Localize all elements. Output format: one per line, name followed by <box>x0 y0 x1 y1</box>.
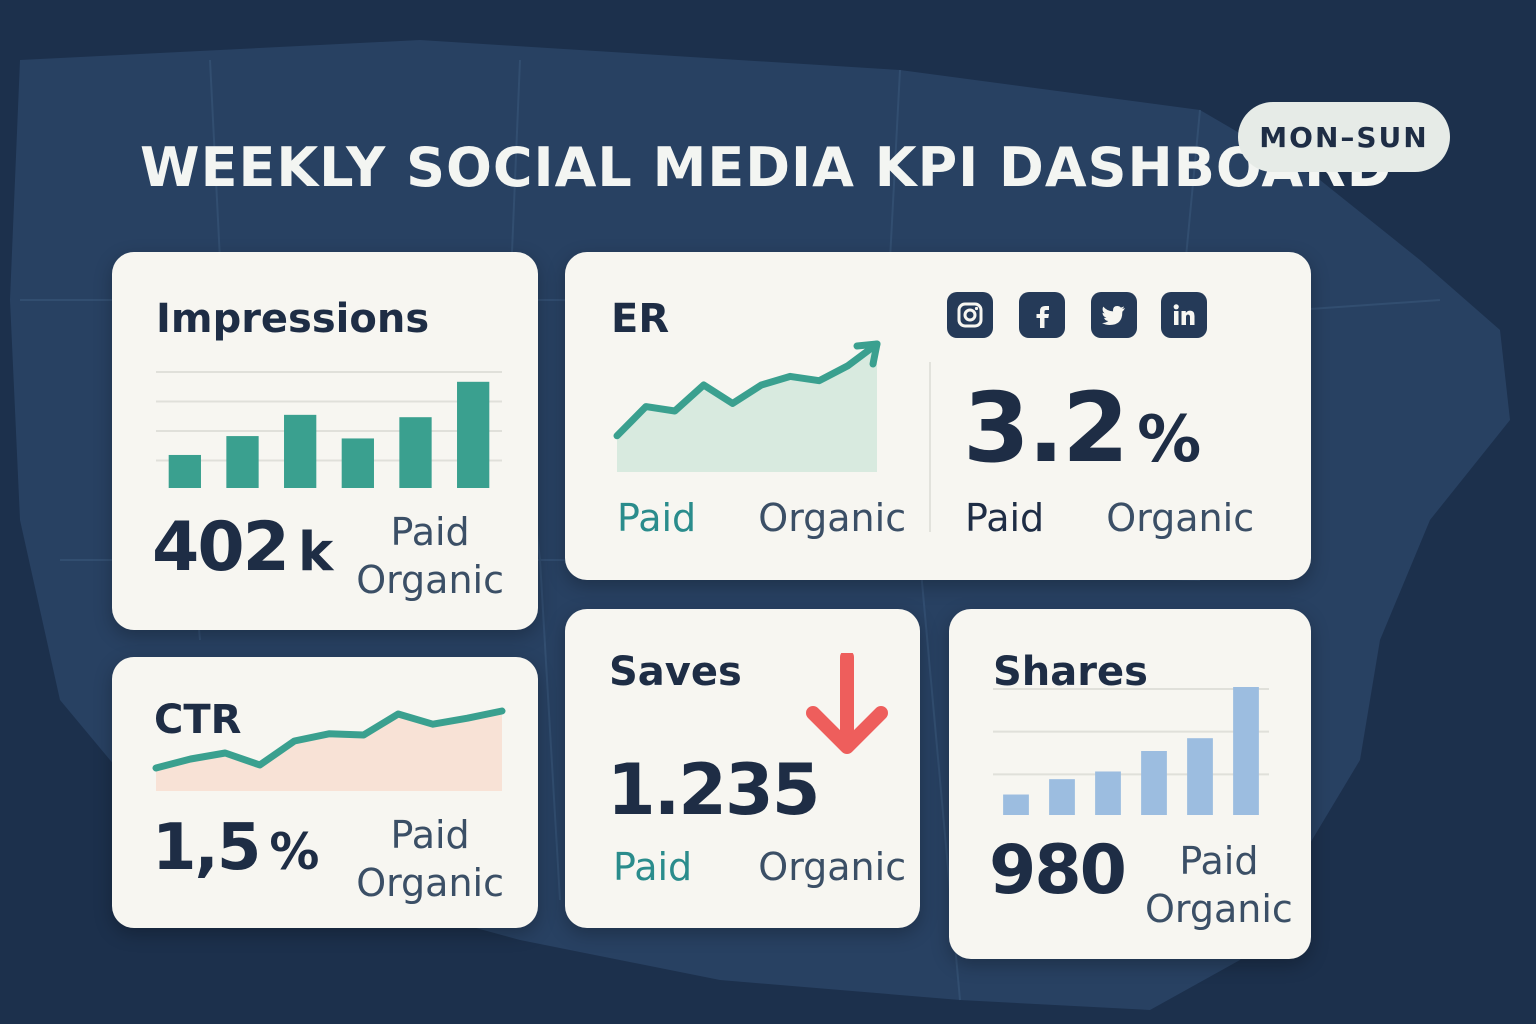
er-arrow-head <box>853 340 881 368</box>
ctr-area <box>156 711 502 791</box>
engagement-rate-card[interactable]: ER Paid Organic 3.2% Paid Organic <box>565 252 1311 580</box>
er-legend-right: Paid Organic <box>965 494 1254 542</box>
impressions-card[interactable]: Impressions 402 k Paid Organic <box>112 252 538 630</box>
shares-bar <box>1049 779 1075 815</box>
saves-value: 1.235 <box>607 749 820 831</box>
er-legend-paid-right: Paid <box>965 496 1045 540</box>
shares-bar <box>1003 794 1029 815</box>
shares-bar-chart <box>993 687 1269 815</box>
ctr-legend-organic: Organic <box>356 861 504 905</box>
ctr-title: CTR <box>154 697 242 743</box>
er-line <box>613 340 881 440</box>
instagram-icon[interactable] <box>947 292 993 338</box>
impressions-bar <box>399 417 432 488</box>
impressions-bar <box>168 454 201 488</box>
impressions-legend-paid: Paid <box>390 510 470 554</box>
impressions-legend-organic: Organic <box>356 558 504 602</box>
saves-card[interactable]: Saves 1.235 Paid Organic <box>565 609 920 928</box>
impressions-title: Impressions <box>156 296 430 342</box>
saves-legend: Paid Organic <box>613 843 906 891</box>
ctr-line <box>152 707 506 772</box>
impressions-bar <box>341 438 374 488</box>
er-value: 3.2% <box>963 372 1201 484</box>
linkedin-icon[interactable] <box>1161 292 1207 338</box>
shares-value: 980 <box>989 831 1127 910</box>
ctr-value: 1,5% <box>152 811 319 885</box>
shares-legend: Paid Organic <box>1145 837 1293 933</box>
page-title: WEEKLY SOCIAL MEDIA KPI DASHBOARD <box>140 136 1393 199</box>
shares-card[interactable]: Shares 980 Paid Organic <box>949 609 1311 959</box>
er-legend-paid: Paid <box>617 496 697 540</box>
impressions-value: 402 k <box>152 508 333 587</box>
saves-legend-organic: Organic <box>758 845 907 889</box>
shares-title: Shares <box>993 649 1148 695</box>
saves-legend-paid: Paid <box>613 845 693 889</box>
twitter-icon[interactable] <box>1091 292 1137 338</box>
impressions-bar-chart <box>156 371 502 488</box>
er-legend-left: Paid Organic <box>617 494 906 542</box>
er-legend-organic: Organic <box>758 496 907 540</box>
arrow-down-icon <box>806 653 888 754</box>
ctr-card[interactable]: CTR 1,5% Paid Organic <box>112 657 538 928</box>
er-area <box>617 344 877 472</box>
er-divider <box>929 362 931 532</box>
impressions-legend: Paid Organic <box>356 508 504 604</box>
saves-title: Saves <box>609 649 742 695</box>
er-legend-organic-right: Organic <box>1106 496 1255 540</box>
shares-bar <box>1095 771 1121 815</box>
ctr-legend: Paid Organic <box>356 811 504 907</box>
ctr-unit: % <box>269 823 320 881</box>
impressions-bar <box>284 414 317 488</box>
shares-legend-organic: Organic <box>1145 887 1293 931</box>
ctr-value-number: 1,5 <box>152 811 261 885</box>
impressions-bar <box>226 436 259 488</box>
shares-bar <box>1141 751 1167 815</box>
shares-bar <box>1187 738 1213 815</box>
impressions-value-number: 402 <box>152 508 290 587</box>
facebook-icon[interactable] <box>1019 292 1065 338</box>
date-range-pill[interactable]: MON–SUN <box>1238 102 1450 172</box>
shares-legend-paid: Paid <box>1179 839 1259 883</box>
er-area-chart <box>613 340 881 472</box>
er-title: ER <box>611 296 670 342</box>
impressions-unit: k <box>297 521 334 583</box>
ctr-area-chart <box>152 707 506 791</box>
ctr-legend-paid: Paid <box>390 813 470 857</box>
er-unit: % <box>1137 403 1202 477</box>
shares-bar <box>1233 687 1259 815</box>
impressions-bar <box>457 381 490 488</box>
er-value-number: 3.2 <box>963 372 1129 484</box>
